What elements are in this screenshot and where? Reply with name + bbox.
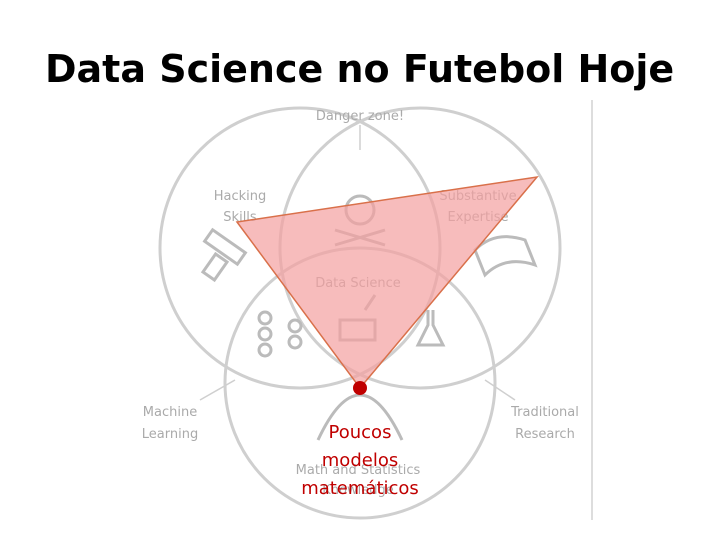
label-traditional-research: Traditional Research	[510, 405, 579, 442]
slide-title: Data Science no Futebol Hoje	[45, 47, 674, 91]
label-machine-learning: Machine Learning	[142, 405, 198, 442]
highlight-dot	[353, 381, 367, 395]
spoke	[199, 379, 236, 401]
label-math-statistics: Math and Statistics Knowledge	[296, 463, 421, 498]
annotation: Poucos modelos matemáticos	[301, 422, 419, 499]
annotation-line: matemáticos	[301, 478, 419, 499]
label-line: Machine	[143, 405, 197, 420]
label-line: Traditional	[510, 405, 579, 420]
annotation-line: Poucos	[329, 422, 392, 443]
label-line: Knowledge	[322, 483, 393, 498]
label-danger-zone: Danger zone!	[316, 109, 404, 124]
annotation-line: modelos	[322, 450, 398, 471]
label-line: Math and Statistics	[296, 463, 421, 478]
label-line: Learning	[142, 427, 198, 442]
label-line: Research	[515, 427, 575, 442]
highlight-triangle	[235, 175, 539, 390]
label-line: Hacking	[214, 189, 267, 204]
spoke	[484, 379, 516, 401]
